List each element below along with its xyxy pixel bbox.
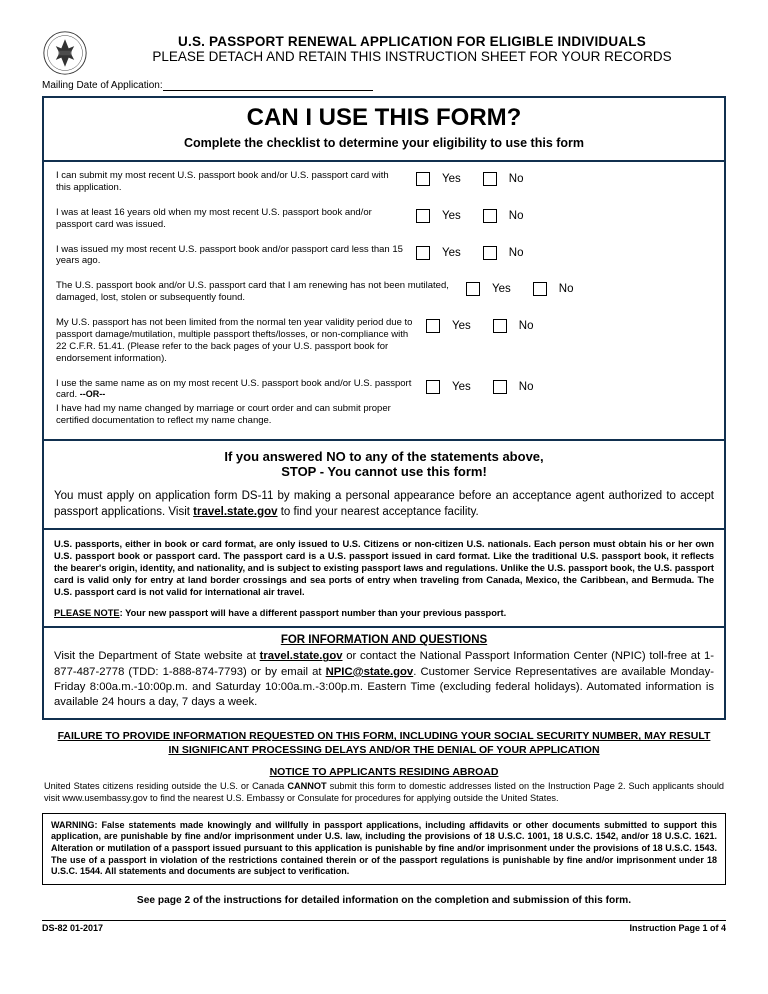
checkbox-no[interactable] xyxy=(493,319,507,333)
info-block: FOR INFORMATION AND QUESTIONS Visit the … xyxy=(44,626,724,718)
checkbox-yes[interactable] xyxy=(426,319,440,333)
checkbox-yes[interactable] xyxy=(466,282,480,296)
question-row: I was issued my most recent U.S. passpor… xyxy=(56,244,712,268)
yes-no-group: Yes No xyxy=(426,378,533,394)
page-number: Instruction Page 1 of 4 xyxy=(629,923,726,933)
checkbox-no[interactable] xyxy=(483,209,497,223)
title-line-2: PLEASE DETACH AND RETAIN THIS INSTRUCTIO… xyxy=(98,49,726,64)
please-note: PLEASE NOTE: Your new passport will have… xyxy=(54,608,714,618)
stop-line-2: STOP - You cannot use this form! xyxy=(54,464,714,479)
question-row: My U.S. passport has not been limited fr… xyxy=(56,317,712,365)
checkbox-yes[interactable] xyxy=(416,172,430,186)
abroad-paragraph: United States citizens residing outside … xyxy=(42,781,726,805)
checkbox-no[interactable] xyxy=(493,380,507,394)
mailing-date-label: Mailing Date of Application: xyxy=(42,80,163,91)
yes-no-group: Yes No xyxy=(416,244,523,260)
box-subtitle: Complete the checklist to determine your… xyxy=(50,136,718,150)
info-paragraph: Visit the Department of State website at… xyxy=(54,649,714,710)
form-number: DS-82 01-2017 xyxy=(42,923,103,933)
mailing-date-line[interactable] xyxy=(163,90,373,91)
checkbox-yes[interactable] xyxy=(416,209,430,223)
question-row: I can submit my most recent U.S. passpor… xyxy=(56,170,712,194)
checkbox-yes[interactable] xyxy=(416,246,430,260)
yes-no-group: Yes No xyxy=(416,170,523,186)
or-label: --OR-- xyxy=(80,389,106,399)
eligibility-box: CAN I USE THIS FORM? Complete the checkl… xyxy=(42,96,726,720)
stop-line-1: If you answered NO to any of the stateme… xyxy=(54,449,714,464)
question-text: I was issued my most recent U.S. passpor… xyxy=(56,244,416,268)
question-text: I use the same name as on my most recent… xyxy=(56,378,426,402)
us-seal-icon xyxy=(42,30,88,76)
header: U.S. PASSPORT RENEWAL APPLICATION FOR EL… xyxy=(42,30,726,76)
box-title: CAN I USE THIS FORM? xyxy=(50,104,718,132)
stop-paragraph: You must apply on application form DS-11… xyxy=(44,485,724,528)
checkbox-no[interactable] xyxy=(483,246,497,260)
see-page-2: See page 2 of the instructions for detai… xyxy=(42,895,726,906)
question-row: The U.S. passport book and/or U.S. passp… xyxy=(56,280,712,304)
abroad-heading: NOTICE TO APPLICANTS RESIDING ABROAD xyxy=(42,766,726,778)
page-footer: DS-82 01-2017 Instruction Page 1 of 4 xyxy=(42,920,726,933)
question-text: The U.S. passport book and/or U.S. passp… xyxy=(56,280,466,304)
yes-no-group: Yes No xyxy=(416,207,523,223)
question-row: I use the same name as on my most recent… xyxy=(56,378,712,402)
rules-block: U.S. passports, either in book or card f… xyxy=(44,528,724,626)
warning-box: WARNING: False statements made knowingly… xyxy=(42,813,726,885)
rules-text: U.S. passports, either in book or card f… xyxy=(54,538,714,598)
box-header: CAN I USE THIS FORM? Complete the checkl… xyxy=(44,98,724,162)
checkbox-no[interactable] xyxy=(483,172,497,186)
stop-block: If you answered NO to any of the stateme… xyxy=(44,439,724,485)
travel-state-link-2[interactable]: travel.state.gov xyxy=(260,650,343,662)
question-text: I can submit my most recent U.S. passpor… xyxy=(56,170,416,194)
title-line-1: U.S. PASSPORT RENEWAL APPLICATION FOR EL… xyxy=(98,34,726,49)
question-text: My U.S. passport has not been limited fr… xyxy=(56,317,426,365)
header-titles: U.S. PASSPORT RENEWAL APPLICATION FOR EL… xyxy=(98,30,726,64)
checkbox-yes[interactable] xyxy=(426,380,440,394)
question-row: I was at least 16 years old when my most… xyxy=(56,207,712,231)
checklist: I can submit my most recent U.S. passpor… xyxy=(44,162,724,439)
mailing-date-field: Mailing Date of Application: xyxy=(42,80,726,91)
travel-state-link[interactable]: travel.state.gov xyxy=(193,506,277,518)
question-text: I was at least 16 years old when my most… xyxy=(56,207,416,231)
checkbox-no[interactable] xyxy=(533,282,547,296)
yes-no-group: Yes No xyxy=(426,317,533,333)
npic-email-link[interactable]: NPIC@state.gov xyxy=(326,666,414,678)
question-6b-text: I have had my name changed by marriage o… xyxy=(56,403,416,427)
failure-notice: FAILURE TO PROVIDE INFORMATION REQUESTED… xyxy=(52,730,716,757)
info-heading: FOR INFORMATION AND QUESTIONS xyxy=(54,634,714,646)
yes-no-group: Yes No xyxy=(466,280,573,296)
